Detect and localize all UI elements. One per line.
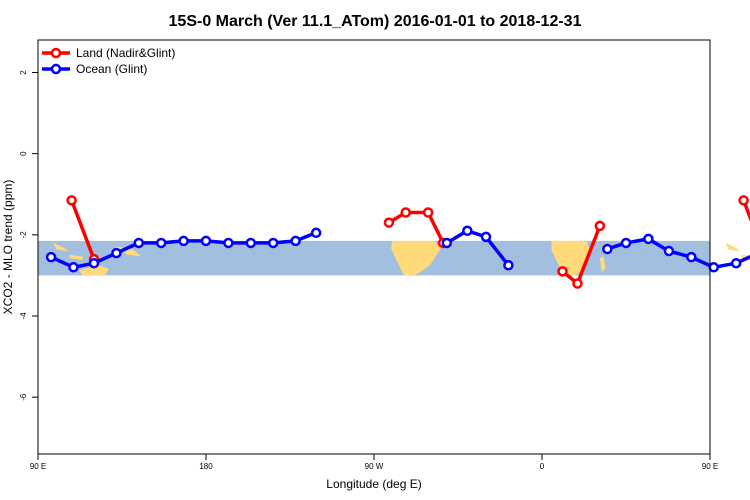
y-tick-label-1: 0 xyxy=(19,151,28,156)
series-1-point-0-12 xyxy=(310,227,322,239)
series-1-point-0-4 xyxy=(133,237,145,249)
series-1-point-2-1 xyxy=(620,237,632,249)
series-0-point-1-0 xyxy=(383,217,395,228)
series-0-point-2-0 xyxy=(557,266,568,277)
series-1-point-0-3 xyxy=(111,247,122,259)
legend-label-1: Ocean (Glint) xyxy=(76,62,147,76)
series-1-point-1-0 xyxy=(441,237,453,249)
ocean-band xyxy=(38,240,710,276)
series-1-point-0-0 xyxy=(45,251,57,263)
land-south-america xyxy=(390,240,442,276)
series-1-point-2-6 xyxy=(730,257,742,269)
x-tick-label-1: 180 xyxy=(199,462,213,471)
series-1-point-0-5 xyxy=(155,237,167,249)
series-1-point-2-2 xyxy=(643,233,654,245)
series-1-point-2-5 xyxy=(708,262,719,273)
series-1-point-0-2 xyxy=(88,257,100,269)
y-tick-label-4: -6 xyxy=(19,393,28,401)
series-1-point-2-4 xyxy=(686,251,697,263)
legend-marker-1 xyxy=(50,63,62,75)
series-1-point-0-10 xyxy=(267,237,279,249)
x-axis-label: Longitude (deg E) xyxy=(326,477,421,491)
land-sumatra-0 xyxy=(52,242,68,252)
legend: Land (Nadir&Glint) Ocean (Glint) xyxy=(42,46,175,76)
series-1-point-0-7 xyxy=(200,235,212,247)
series-0-point-1-2 xyxy=(422,207,434,218)
series-0-line-1 xyxy=(387,210,445,244)
axes: 90 E 180 90 W 0 90 E 2 0 -2 -4 -6 xyxy=(19,70,718,471)
y-tick-label-0: 2 xyxy=(19,70,28,75)
legend-label-0: Land (Nadir&Glint) xyxy=(76,46,175,60)
series-1-point-1-3 xyxy=(503,260,514,271)
y-axis-label: XCO2 - MLO trend (ppm) xyxy=(1,180,15,315)
series-1-point-0-11 xyxy=(290,235,301,247)
land-sumatra-1 xyxy=(724,242,740,252)
series-1-point-0-6 xyxy=(178,235,189,247)
chart-title: 15S-0 March (Ver 11.1_ATom) 2016-01-01 t… xyxy=(169,13,582,30)
legend-marker-0 xyxy=(50,47,62,59)
land-australia-north-0 xyxy=(79,265,109,276)
series-1-line-2 xyxy=(606,237,750,270)
series-0-line-3 xyxy=(741,199,750,223)
y-tick-label-3: -4 xyxy=(19,312,28,320)
series-1-point-0-1 xyxy=(68,262,79,273)
x-tick-label-2: 90 W xyxy=(365,462,384,471)
series-0-point-2-1 xyxy=(572,278,583,289)
land-java-0 xyxy=(69,254,83,260)
series-1-line-1 xyxy=(445,229,510,267)
series-0-line-0 xyxy=(69,199,96,260)
series-1-point-1-2 xyxy=(480,231,492,243)
plot-area xyxy=(38,195,750,289)
land-new-guinea-0 xyxy=(114,246,141,257)
series-0-point-2-2 xyxy=(594,220,606,232)
series-0-point-0-0 xyxy=(66,195,77,206)
x-tick-label-3: 0 xyxy=(540,462,545,471)
series-0-point-3-0 xyxy=(738,195,749,206)
series-1-point-1-1 xyxy=(462,225,473,237)
land-madagascar xyxy=(599,256,606,272)
y-tick-label-2: -2 xyxy=(19,231,28,239)
series-1-point-2-3 xyxy=(663,245,675,257)
series-1-point-2-0 xyxy=(602,243,613,255)
series-1-point-0-9 xyxy=(245,237,257,249)
x-tick-label-4: 90 E xyxy=(702,462,718,471)
series-0-point-1-1 xyxy=(400,207,411,218)
series-1-point-0-8 xyxy=(223,237,234,249)
x-tick-label-0: 90 E xyxy=(30,462,46,471)
